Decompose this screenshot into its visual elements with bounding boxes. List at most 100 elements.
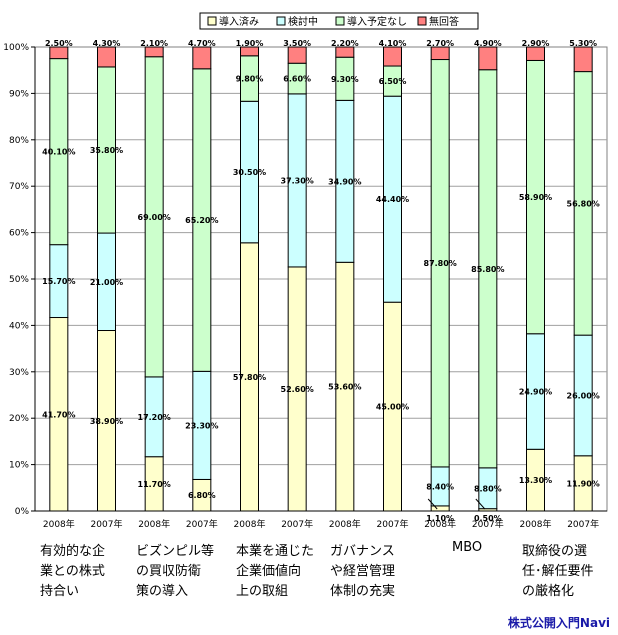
x-tick-label: 2008年 <box>424 518 456 530</box>
data-label: 11.70% <box>138 480 171 489</box>
x-tick-label: 2007年 <box>91 518 123 530</box>
bar-segment <box>240 46 259 57</box>
bar-segment <box>144 46 164 58</box>
data-label: 11.90% <box>567 479 600 488</box>
bar-segment <box>573 46 593 73</box>
data-label: 52.60% <box>281 385 314 394</box>
y-tick-label: 100% <box>3 43 29 53</box>
data-label: 13.30% <box>519 476 552 485</box>
data-label: 30.50% <box>233 168 266 177</box>
bar-segment <box>49 46 69 60</box>
bar-segment <box>478 46 498 71</box>
data-label: 24.90% <box>519 388 552 397</box>
data-label: 2.70% <box>426 39 454 48</box>
data-label: 2.90% <box>522 39 550 48</box>
data-label: 65.20% <box>185 216 218 225</box>
x-tick-label: 2008年 <box>138 518 170 530</box>
data-label: 21.00% <box>90 278 123 287</box>
y-tick-label: 40% <box>9 321 29 331</box>
bar-segment <box>526 46 545 61</box>
data-label: 87.80% <box>424 259 457 268</box>
data-label: 9.80% <box>236 75 264 84</box>
x-tick-label: 2008年 <box>43 518 75 530</box>
data-label: 57.80% <box>233 373 266 382</box>
y-tick-label: 60% <box>9 229 29 239</box>
data-label: 56.80% <box>567 199 600 208</box>
y-tick-label: 50% <box>9 275 29 285</box>
x-tick-label: 2007年 <box>377 518 409 530</box>
data-label: 45.00% <box>376 403 409 412</box>
x-tick-label: 2007年 <box>472 518 504 530</box>
data-label: 44.40% <box>376 195 409 204</box>
data-label: 53.60% <box>328 383 361 392</box>
data-label: 3.50% <box>283 39 311 48</box>
group-label: 取締役の選 任･解任要件 の厳格化 <box>522 544 594 599</box>
data-label: 8.80% <box>474 484 502 493</box>
y-tick-label: 0% <box>15 507 30 517</box>
y-tick-label: 20% <box>9 414 29 424</box>
leader-line <box>427 498 438 510</box>
legend-swatch <box>417 16 427 26</box>
legend-label: 無回答 <box>429 15 459 28</box>
leader-line <box>475 498 486 510</box>
y-tick-label: 90% <box>9 89 29 99</box>
bar-segment <box>383 46 402 67</box>
data-label: 5.30% <box>569 39 597 48</box>
bar-segment <box>192 46 212 70</box>
x-tick-label: 2007年 <box>567 518 599 530</box>
bar-segment <box>97 46 116 68</box>
x-tick-label: 2007年 <box>281 518 313 530</box>
legend-swatch <box>335 16 345 26</box>
x-tick-label: 2008年 <box>520 518 552 530</box>
y-tick-label: 30% <box>9 368 29 378</box>
x-tick-label: 2008年 <box>329 518 361 530</box>
data-label: 17.20% <box>138 413 171 422</box>
data-label: 85.80% <box>471 265 504 274</box>
data-label: 4.10% <box>379 39 407 48</box>
y-tick-label: 70% <box>9 182 29 192</box>
data-label: 23.30% <box>185 421 218 430</box>
data-label: 2.10% <box>140 39 168 48</box>
group-label: 有効的な企 業との株式 持合い <box>40 544 106 599</box>
group-label: 本業を通じた 企業価値向 上の取組 <box>236 544 315 599</box>
x-tick-label: 2008年 <box>234 518 266 530</box>
data-label: 8.40% <box>426 482 454 491</box>
data-label: 6.80% <box>188 491 216 500</box>
data-label: 1.10% <box>426 514 454 523</box>
data-label: 35.80% <box>90 146 123 155</box>
x-tick-label: 2007年 <box>186 518 218 530</box>
y-tick-label: 10% <box>9 461 29 471</box>
legend-label: 検討中 <box>288 15 318 28</box>
data-label: 4.70% <box>188 39 216 48</box>
data-label: 4.90% <box>474 39 502 48</box>
data-label: 38.90% <box>90 417 123 426</box>
site-credit: 株式公開入門Navi <box>507 616 610 630</box>
data-label: 15.70% <box>42 277 75 286</box>
data-label: 34.90% <box>328 177 361 186</box>
group-label: ビズンピル等 の買収防衛 策の導入 <box>136 544 215 599</box>
bar-segment <box>430 505 450 512</box>
data-label: 6.50% <box>379 77 407 86</box>
data-label: 2.20% <box>331 39 359 48</box>
legend-swatch <box>276 16 286 26</box>
legend-label: 導入済み <box>219 15 259 28</box>
data-label: 37.30% <box>281 176 314 185</box>
data-label: 9.30% <box>331 75 359 84</box>
group-label: MBO <box>452 540 483 555</box>
data-label: 69.00% <box>138 213 171 222</box>
bar-segment <box>335 46 355 58</box>
data-label: 58.90% <box>519 193 552 202</box>
data-label: 40.10% <box>42 148 75 157</box>
data-label: 41.70% <box>42 410 75 419</box>
legend-swatch <box>207 16 217 26</box>
data-label: 4.30% <box>93 39 121 48</box>
bar-segment <box>287 46 307 64</box>
data-label: 0.50% <box>474 514 502 523</box>
group-label: ガバナンス や経営管理 体制の充実 <box>330 544 396 599</box>
data-label: 2.50% <box>45 39 73 48</box>
y-tick-label: 80% <box>9 136 29 146</box>
data-label: 1.90% <box>236 39 264 48</box>
data-label: 26.00% <box>567 391 600 400</box>
legend-label: 導入予定なし <box>347 15 407 28</box>
